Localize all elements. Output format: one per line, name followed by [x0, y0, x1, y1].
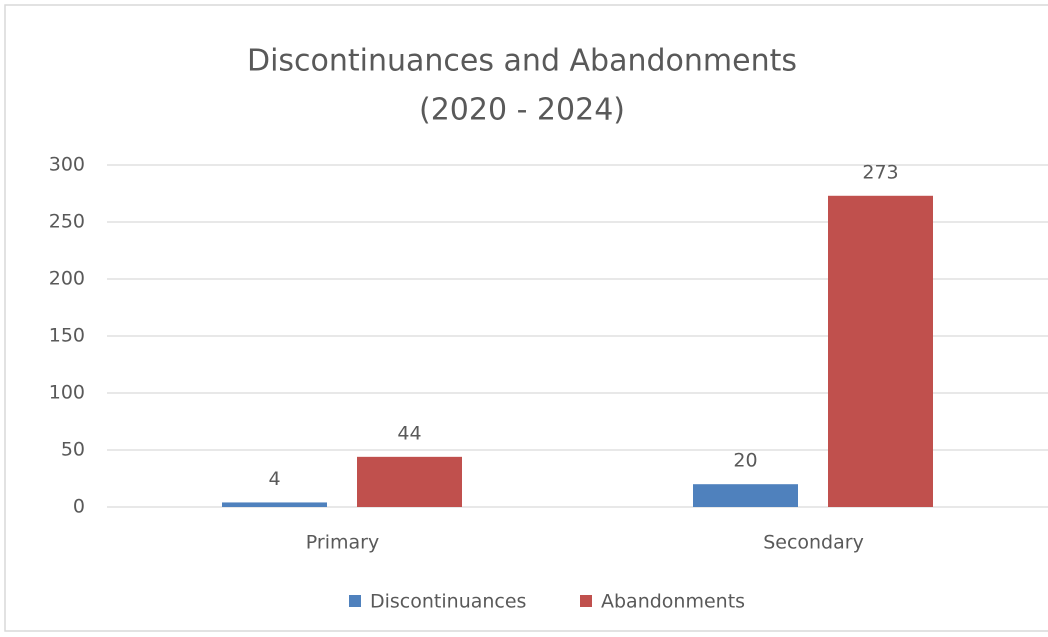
chart-title: Discontinuances and Abandonments [247, 44, 797, 79]
chart-title: (2020 - 2024) [419, 93, 625, 128]
legend-swatch [580, 595, 592, 607]
x-tick-label: Secondary [763, 532, 864, 554]
data-label: 273 [862, 161, 898, 183]
legend-swatch [349, 595, 361, 607]
legend-label: Abandonments [601, 591, 745, 613]
y-tick-label: 0 [73, 496, 85, 518]
bar [828, 195, 933, 507]
y-tick-label: 150 [49, 325, 85, 347]
y-tick-label: 250 [49, 211, 85, 233]
y-tick-label: 300 [49, 154, 85, 176]
data-label: 44 [397, 422, 421, 444]
bar [693, 484, 798, 507]
data-label: 4 [268, 468, 280, 490]
data-label: 20 [733, 450, 757, 472]
x-tick-label: Primary [306, 532, 379, 554]
y-tick-label: 200 [49, 268, 85, 290]
bar [222, 502, 327, 507]
bar [357, 456, 462, 507]
y-tick-label: 50 [61, 439, 85, 461]
legend-label: Discontinuances [370, 591, 526, 613]
y-tick-label: 100 [49, 382, 85, 404]
